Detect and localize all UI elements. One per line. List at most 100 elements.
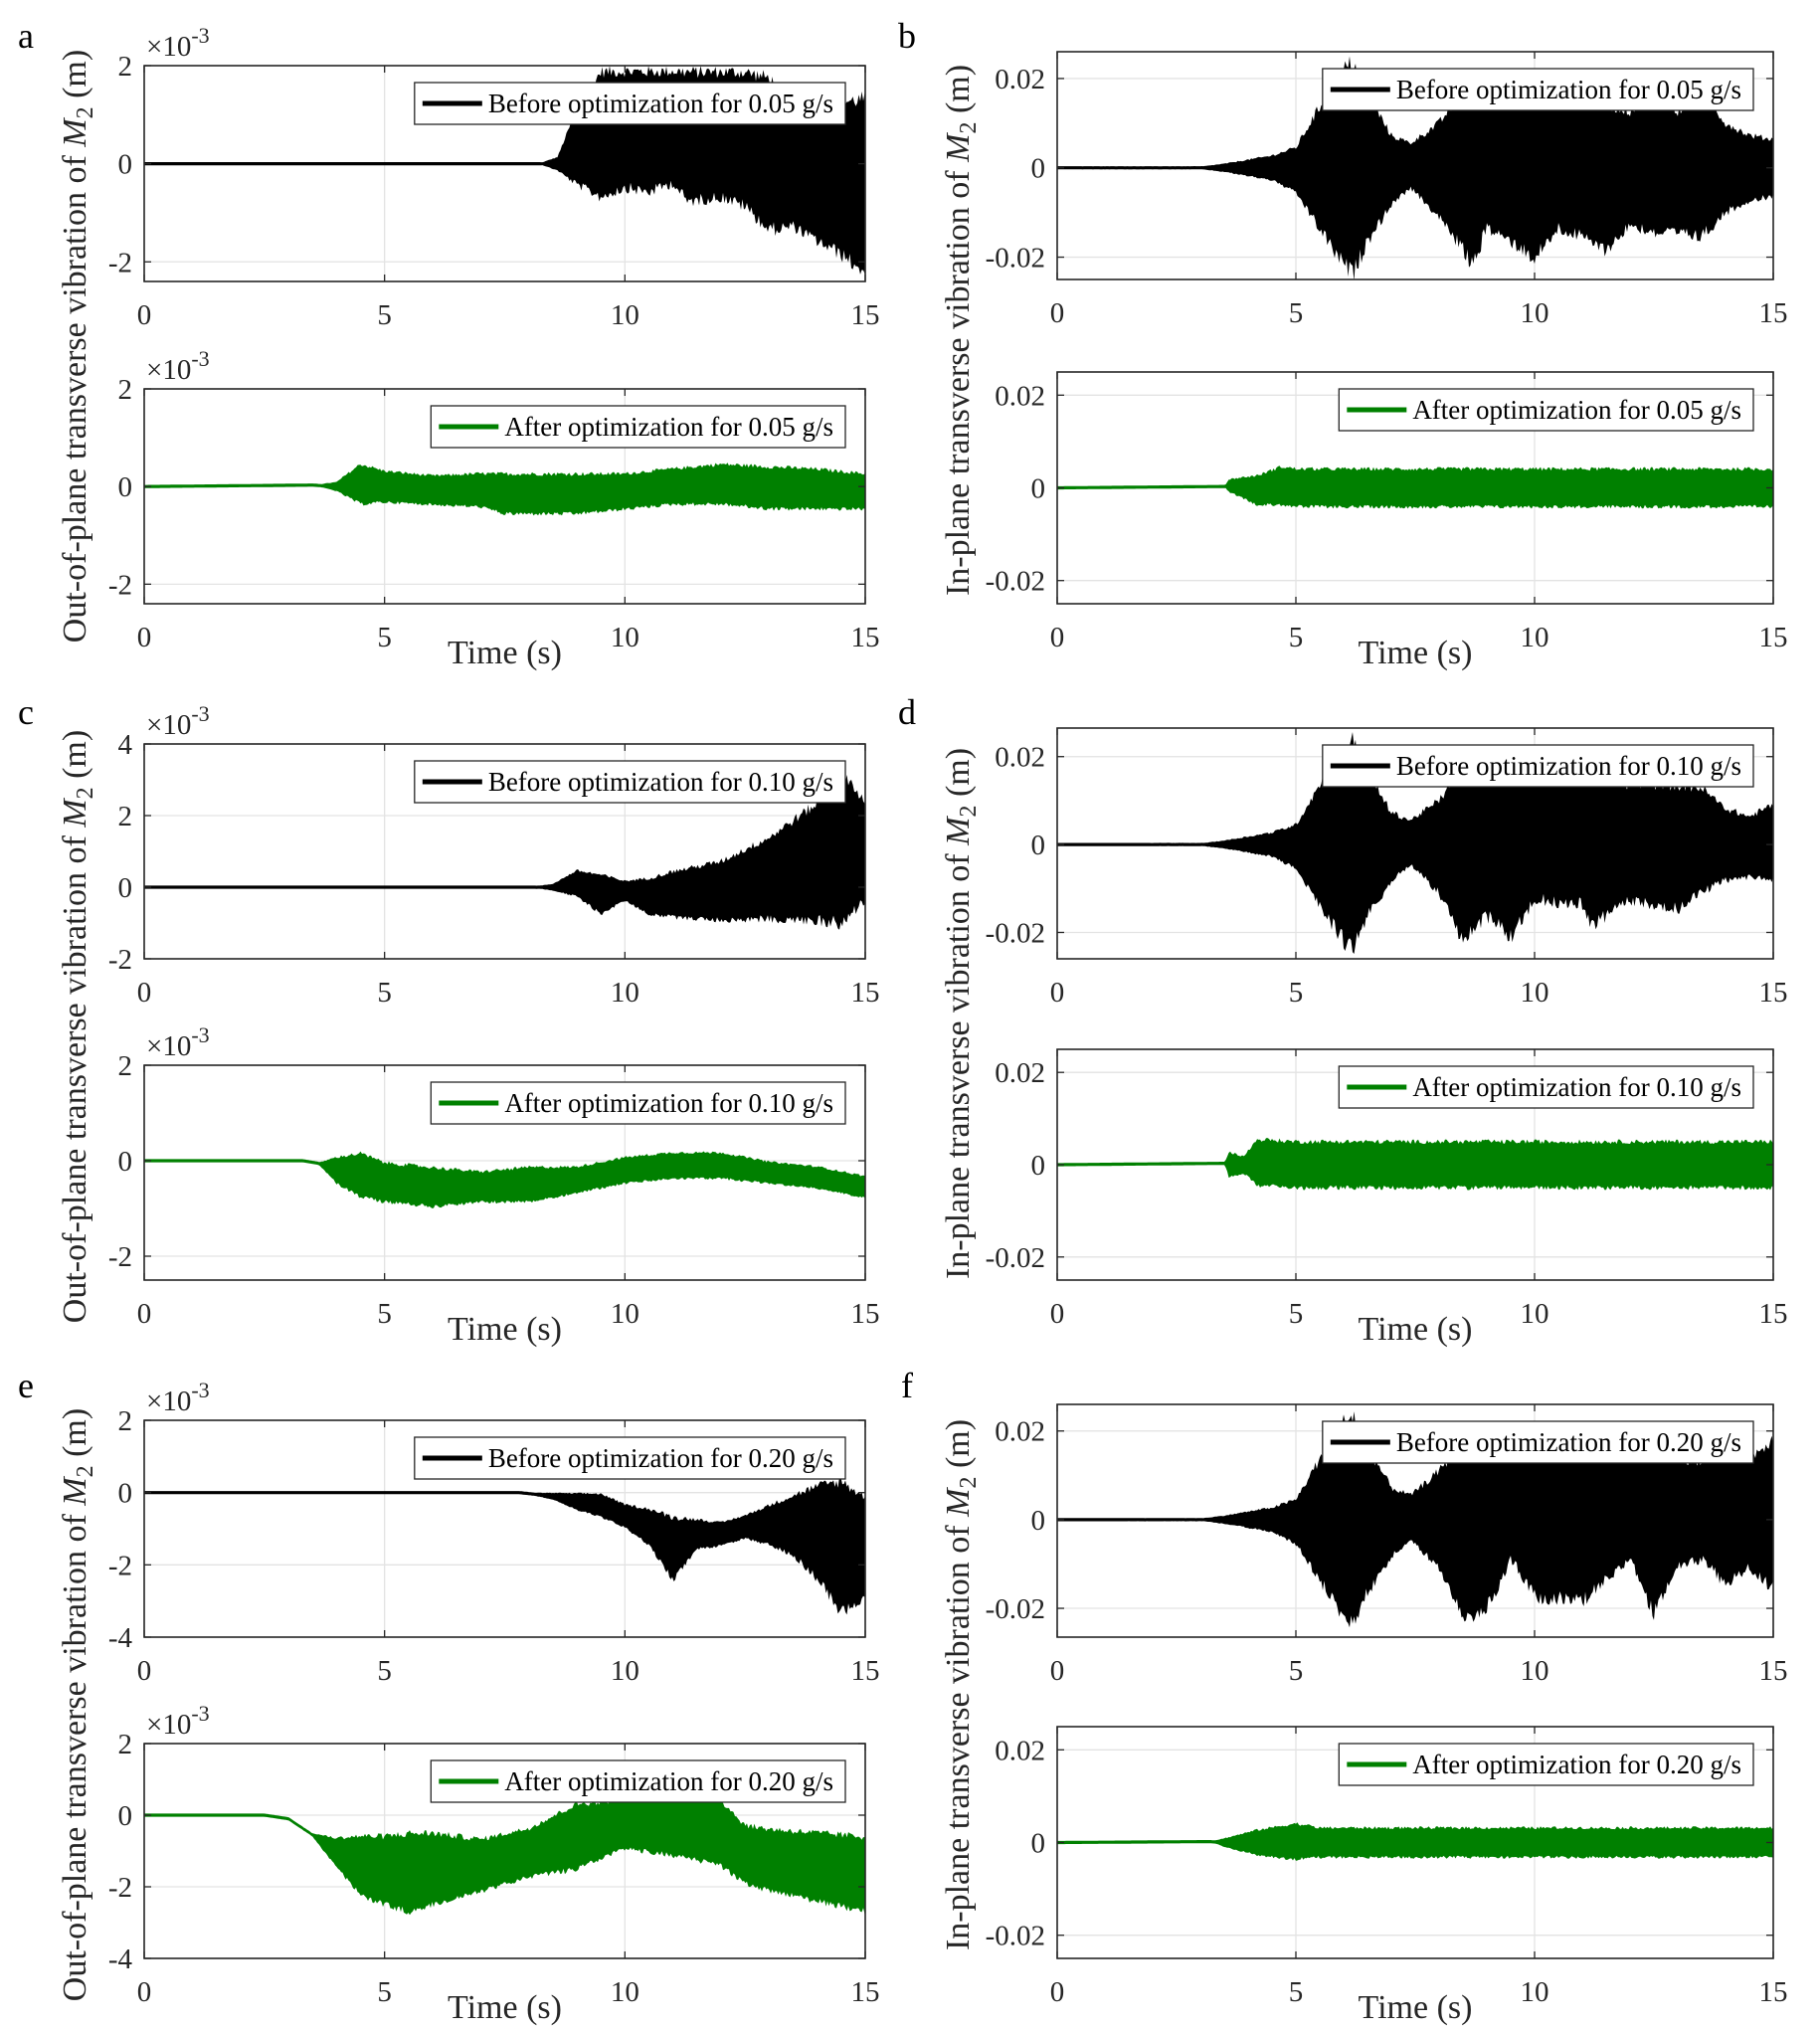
- x-tick-label: 0: [1050, 297, 1065, 329]
- y-tick-label: 0.02: [995, 380, 1045, 412]
- y-tick-label: -0.02: [986, 1242, 1045, 1274]
- multiplier-exponent: -3: [191, 346, 209, 371]
- y-tick-label: -0.02: [986, 1593, 1045, 1625]
- x-tick-label: 5: [1289, 622, 1304, 653]
- x-tick-label: 10: [611, 1976, 639, 2008]
- legend-label: Before optimization for 0.10 g/s: [1396, 751, 1741, 781]
- y-label-prefix: Out-of-plane transverse vibration of: [57, 147, 93, 644]
- y-tick-label: 4: [118, 729, 133, 761]
- subplot-e-after: 0 5 10 15 -4 -2 0 2 ×10-3 After optimization for …: [108, 1701, 880, 2008]
- x-tick-label: 5: [1289, 1298, 1304, 1330]
- legend: After optimization for 0.10 g/s: [430, 1081, 846, 1125]
- y-axis-label: Out-of-plane transverse vibration of M2 …: [57, 1408, 98, 2001]
- signal-trace: [1057, 1822, 1773, 1861]
- panel-letter: c: [18, 692, 34, 732]
- legend-box: [1338, 388, 1754, 432]
- x-tick-label: 15: [851, 1298, 880, 1330]
- y-label-suffix: (m): [57, 730, 93, 788]
- legend-box: [1322, 68, 1754, 111]
- panel-f: f In-plane transverse vibration of M2 (m)…: [901, 1366, 1788, 2026]
- legend-label: After optimization for 0.10 g/s: [504, 1088, 833, 1118]
- signal-trace: [144, 1151, 865, 1208]
- x-tick-label: 10: [611, 1298, 639, 1330]
- x-axis-label: Time (s): [1359, 1989, 1473, 2026]
- signal-trace: [144, 462, 865, 516]
- y-tick-label: 2: [118, 1729, 133, 1760]
- axes-box: [143, 1743, 866, 1959]
- x-tick-label: 15: [851, 1976, 880, 2008]
- axes-box: [1056, 727, 1774, 960]
- x-axis-label: Time (s): [448, 635, 562, 671]
- multiplier-exponent: -3: [191, 1022, 209, 1047]
- legend-box: [430, 1759, 846, 1803]
- x-tick-label: 15: [1759, 297, 1788, 329]
- y-tick-label: 2: [118, 51, 133, 83]
- x-tick-label: 5: [377, 1298, 392, 1330]
- y-tick-label: 0: [118, 1478, 133, 1510]
- panel-b: b In-plane transverse vibration of M2 (m)…: [898, 16, 1788, 671]
- x-tick-label: 15: [851, 299, 880, 331]
- y-tick-label: -2: [108, 569, 132, 601]
- y-tick-label: -2: [108, 1550, 132, 1581]
- y-label-suffix: (m): [940, 65, 977, 122]
- x-axis-label: Time (s): [448, 1989, 562, 2026]
- y-axis-label: In-plane transverse vibration of M2 (m): [940, 65, 982, 596]
- x-tick-label: 0: [1050, 622, 1065, 653]
- legend-label: Before optimization for 0.20 g/s: [1396, 1427, 1741, 1457]
- signal-trace: [1057, 465, 1773, 509]
- y-tick-label: 0: [118, 471, 133, 503]
- signal-trace: [144, 1797, 865, 1916]
- axes-box: [143, 1064, 866, 1281]
- x-tick-label: 5: [1289, 1976, 1304, 2008]
- x-tick-label: 5: [377, 1655, 392, 1687]
- y-label-suffix: (m): [57, 1408, 93, 1466]
- y-tick-label: 2: [118, 374, 133, 406]
- x-tick-label: 15: [851, 977, 880, 1009]
- panel-letter: f: [901, 1366, 913, 1405]
- y-tick-label: 0: [1031, 1150, 1046, 1182]
- legend-label: Before optimization for 0.20 g/s: [488, 1443, 833, 1473]
- signal-trace: [1057, 56, 1773, 279]
- legend: After optimization for 0.20 g/s: [430, 1759, 846, 1803]
- y-label-symbol: M: [940, 1487, 977, 1518]
- y-tick-label: 2: [118, 1405, 133, 1437]
- x-tick-label: 0: [1050, 977, 1065, 1009]
- y-tick-label: -0.02: [986, 1921, 1045, 1952]
- x-axis-label: Time (s): [1359, 1311, 1473, 1348]
- legend: After optimization for 0.05 g/s: [430, 405, 846, 449]
- x-tick-label: 10: [1521, 1655, 1549, 1687]
- legend-box: [430, 1081, 846, 1125]
- multiplier-base: ×10: [146, 1385, 191, 1417]
- panel-letter: d: [898, 692, 916, 732]
- y-label-prefix: In-plane transverse vibration of: [940, 1517, 977, 1950]
- y-label-subscript: 2: [73, 1465, 98, 1477]
- legend-box: [430, 405, 846, 449]
- x-tick-label: 0: [137, 1976, 152, 2008]
- y-tick-label: -2: [108, 944, 132, 976]
- y-axis-label: In-plane transverse vibration of M2 (m): [940, 1419, 982, 1950]
- legend-box: [1338, 1065, 1754, 1109]
- y-tick-label: 0.02: [995, 1735, 1045, 1766]
- y-tick-label: -2: [108, 1241, 132, 1273]
- y-tick-label: 0: [118, 1146, 133, 1178]
- y-label-suffix: (m): [940, 748, 977, 806]
- y-tick-label: 0: [118, 149, 133, 181]
- y-label-symbol: M: [940, 132, 977, 163]
- legend-label: Before optimization for 0.05 g/s: [1396, 75, 1741, 104]
- y-tick-label: 0: [1031, 1828, 1046, 1860]
- axes-box: [143, 65, 866, 282]
- x-tick-label: 15: [1759, 1976, 1788, 2008]
- y-tick-label: -0.02: [986, 566, 1045, 598]
- y-tick-label: 0: [1031, 830, 1046, 861]
- y-label-symbol: M: [940, 816, 977, 846]
- y-tick-label: 0: [1031, 473, 1046, 505]
- y-tick-label: 0.02: [995, 64, 1045, 95]
